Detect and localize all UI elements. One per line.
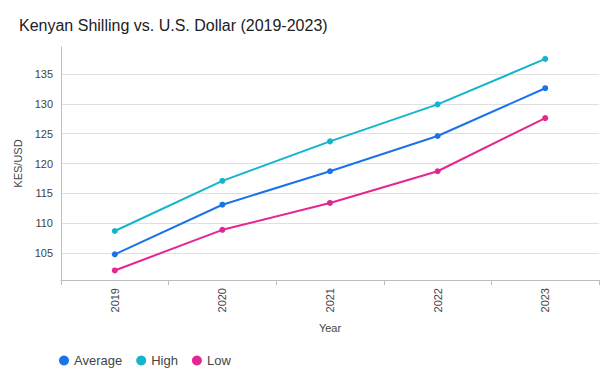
svg-text:2021: 2021: [324, 288, 336, 312]
svg-text:105: 105: [35, 247, 53, 259]
svg-text:110: 110: [35, 217, 53, 229]
svg-text:2022: 2022: [432, 288, 444, 312]
svg-text:2023: 2023: [539, 288, 551, 312]
svg-text:125: 125: [35, 128, 53, 140]
svg-text:KES/USD: KES/USD: [12, 139, 24, 187]
svg-text:High: High: [151, 353, 178, 368]
svg-text:Kenyan Shilling vs. U.S. Dolla: Kenyan Shilling vs. U.S. Dollar (2019-20…: [19, 17, 328, 34]
svg-text:130: 130: [35, 98, 53, 110]
svg-text:135: 135: [35, 68, 53, 80]
svg-text:120: 120: [35, 158, 53, 170]
svg-text:2020: 2020: [216, 288, 228, 312]
svg-text:Year: Year: [319, 322, 342, 334]
svg-text:115: 115: [35, 187, 53, 199]
svg-text:Average: Average: [74, 353, 122, 368]
svg-text:Low: Low: [207, 353, 231, 368]
svg-text:2019: 2019: [109, 288, 121, 312]
